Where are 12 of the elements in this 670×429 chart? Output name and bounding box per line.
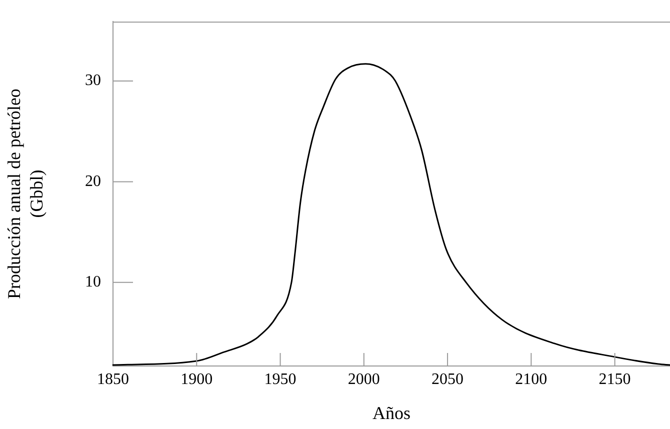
y-tick-label: 20 <box>85 172 101 190</box>
x-tick-label: 2000 <box>348 370 380 388</box>
y-axis-title: Producción anual de petróleo (Gbbl) <box>4 88 46 300</box>
x-tick-label: 1850 <box>97 370 129 388</box>
y-tick-label: 30 <box>85 72 101 90</box>
x-tick-label: 2100 <box>515 370 548 388</box>
x-tick-label: 1900 <box>180 370 213 388</box>
y-tick-label: 10 <box>85 274 101 291</box>
x-tick-label: 2150 <box>598 370 631 388</box>
x-tick-label: 2050 <box>432 370 464 388</box>
x-tick-label: 1950 <box>264 370 296 388</box>
x-axis-title: Años <box>372 402 411 423</box>
